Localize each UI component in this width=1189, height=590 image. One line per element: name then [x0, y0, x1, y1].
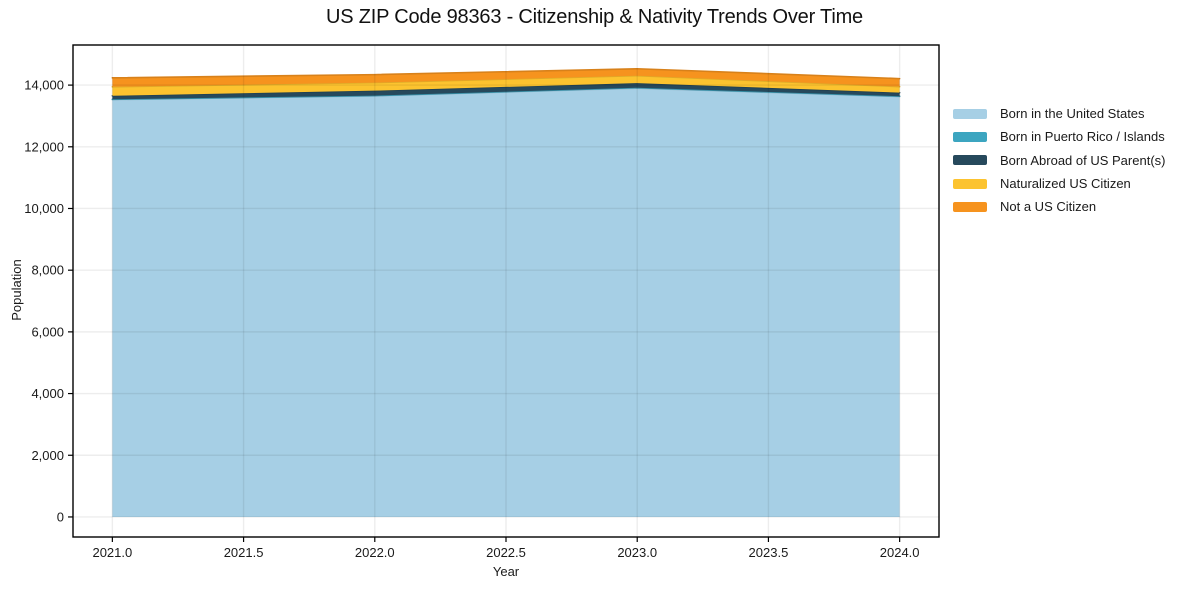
area-born-abroad-of-us-parent-s: [112, 83, 900, 100]
legend-label: Born in Puerto Rico / Islands: [1000, 129, 1165, 145]
legend-item-born-in-puerto-rico-islands: Born in Puerto Rico / Islands: [953, 125, 1165, 148]
legend-swatch: [953, 201, 987, 212]
y-tick-label: 12,000: [24, 139, 64, 154]
x-tick-label: 2021.5: [224, 545, 264, 560]
y-tick-label: 0: [57, 509, 64, 524]
legend-label: Not a US Citizen: [1000, 199, 1097, 215]
y-tick-label: 14,000: [24, 78, 64, 93]
legend-swatch: [953, 108, 987, 119]
area-naturalized-us-citizen: [112, 75, 900, 96]
area-edge-naturalized-us-citizen: [111, 74, 901, 88]
legend-item-born-abroad-of-us-parent-s: Born Abroad of US Parent(s): [953, 149, 1165, 172]
y-tick-label: 2,000: [31, 448, 64, 463]
area-not-a-us-citizen: [112, 68, 900, 87]
y-tick-label: 4,000: [31, 386, 64, 401]
legend-item-not-a-us-citizen: Not a US Citizen: [953, 195, 1165, 218]
y-tick-label: 8,000: [31, 263, 64, 278]
x-tick-label: 2024.0: [880, 545, 920, 560]
legend-swatch: [953, 131, 987, 142]
legend-swatch: [953, 178, 987, 189]
legend-label: Naturalized US Citizen: [1000, 176, 1131, 192]
legend-swatch: [953, 155, 987, 166]
x-axis-label: Year: [492, 564, 520, 579]
legend-label: Born in the United States: [1000, 106, 1145, 122]
x-tick-label: 2022.5: [486, 545, 526, 560]
x-tick-label: 2023.5: [749, 545, 789, 560]
x-tick-label: 2021.0: [92, 545, 132, 560]
y-tick-label: 10,000: [24, 201, 64, 216]
x-tick-label: 2023.0: [617, 545, 657, 560]
y-axis-label: Population: [9, 259, 24, 321]
x-tick-label: 2022.0: [355, 545, 395, 560]
chart-title: US ZIP Code 98363 - Citizenship & Nativi…: [326, 6, 863, 28]
area-born-in-the-united-states: [112, 88, 900, 517]
legend: Born in the United States Born in Puerto …: [953, 102, 1165, 218]
area-edge-not-a-us-citizen: [111, 67, 901, 80]
legend-label: Born Abroad of US Parent(s): [1000, 152, 1166, 168]
legend-item-naturalized-us-citizen: Naturalized US Citizen: [953, 172, 1165, 195]
legend-item-born-in-the-united-states: Born in the United States: [953, 102, 1165, 125]
y-tick-label: 6,000: [31, 324, 64, 339]
